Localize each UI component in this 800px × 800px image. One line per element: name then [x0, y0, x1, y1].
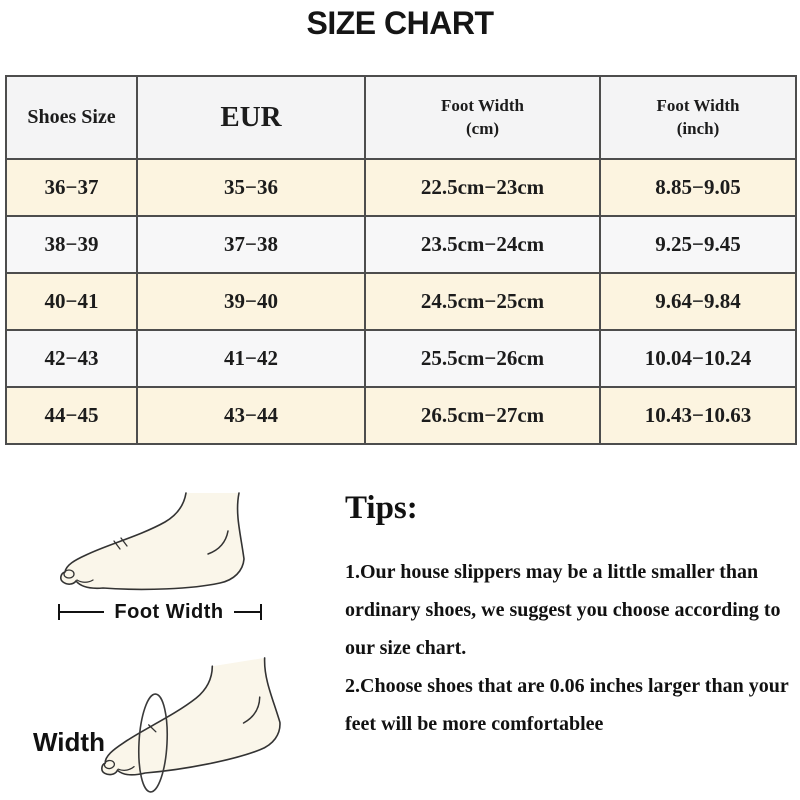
foot-width-girth-illustration: [90, 645, 295, 797]
table-row: 38−39 37−38 23.5cm−24cm 9.25−9.45: [5, 215, 797, 274]
tips-heading: Tips:: [345, 490, 418, 526]
cell-foot-width-inch: 10.04−10.24: [599, 329, 797, 388]
cell-shoes-size: 36−37: [5, 158, 138, 217]
header-label: Foot Width: [656, 95, 740, 115]
header-sub: (cm): [465, 118, 500, 138]
foot-girth-drawing: [101, 657, 281, 793]
cell-shoes-size: 42−43: [5, 329, 138, 388]
cell-foot-width-cm: 26.5cm−27cm: [364, 386, 601, 445]
cell-shoes-size: 40−41: [5, 272, 138, 331]
header-sub: (inch): [676, 118, 720, 138]
cell-foot-width-inch: 10.43−10.63: [599, 386, 797, 445]
cell-foot-width-cm: 25.5cm−26cm: [364, 329, 601, 388]
cell-foot-width-cm: 23.5cm−24cm: [364, 215, 601, 274]
table-row: 44−45 43−44 26.5cm−27cm 10.43−10.63: [5, 386, 797, 445]
width-label: Width: [33, 727, 105, 757]
foot-width-measure-line: Foot Width: [58, 600, 262, 624]
table-row: 36−37 35−36 22.5cm−23cm 8.85−9.05: [5, 158, 797, 217]
foot-width-label: Foot Width: [114, 600, 224, 623]
cell-eur: 41−42: [136, 329, 366, 388]
table-row: 42−43 41−42 25.5cm−26cm 10.04−10.24: [5, 329, 797, 388]
header-eur: EUR: [136, 75, 366, 160]
foot-side-view-drawing: [60, 492, 245, 591]
header-label: Shoes Size: [27, 106, 116, 128]
foot-side-view-illustration: [58, 488, 258, 596]
measure-line-right: [233, 611, 260, 613]
tip-item-1: 1.Our house slippers may be a little sma…: [345, 561, 781, 659]
header-foot-width-cm: Foot Width (cm): [364, 75, 601, 160]
cell-shoes-size: 38−39: [5, 215, 138, 274]
cell-eur: 43−44: [136, 386, 366, 445]
cell-foot-width-cm: 22.5cm−23cm: [364, 158, 601, 217]
header-foot-width-inch: Foot Width (inch): [599, 75, 797, 160]
header-shoes-size: Shoes Size: [5, 75, 138, 160]
cell-foot-width-inch: 9.64−9.84: [599, 272, 797, 331]
cell-eur: 37−38: [136, 215, 366, 274]
cell-foot-width-inch: 8.85−9.05: [599, 158, 797, 217]
page-title: SIZE CHART: [306, 5, 495, 41]
girth-ellipse: [137, 693, 169, 793]
cell-eur: 35−36: [136, 158, 366, 217]
cell-shoes-size: 44−45: [5, 386, 138, 445]
tips-section: Tips: 1.Our house slippers may be a litt…: [345, 490, 797, 743]
size-chart-table: Shoes Size EUR Foot Width (cm) Foot Widt…: [5, 75, 797, 445]
header-label: EUR: [220, 100, 282, 133]
tip-item-2: 2.Choose shoes that are 0.06 inches larg…: [345, 675, 789, 735]
measure-tick-right: [259, 604, 262, 620]
cell-foot-width-cm: 24.5cm−25cm: [364, 272, 601, 331]
cell-foot-width-inch: 9.25−9.45: [599, 215, 797, 274]
table-row: 40−41 39−40 24.5cm−25cm 9.64−9.84: [5, 272, 797, 331]
measure-tick-left: [58, 604, 61, 620]
cell-eur: 39−40: [136, 272, 366, 331]
header-label: Foot Width: [441, 95, 524, 115]
measure-line-left: [60, 611, 105, 613]
table-header-row: Shoes Size EUR Foot Width (cm) Foot Widt…: [5, 75, 797, 160]
